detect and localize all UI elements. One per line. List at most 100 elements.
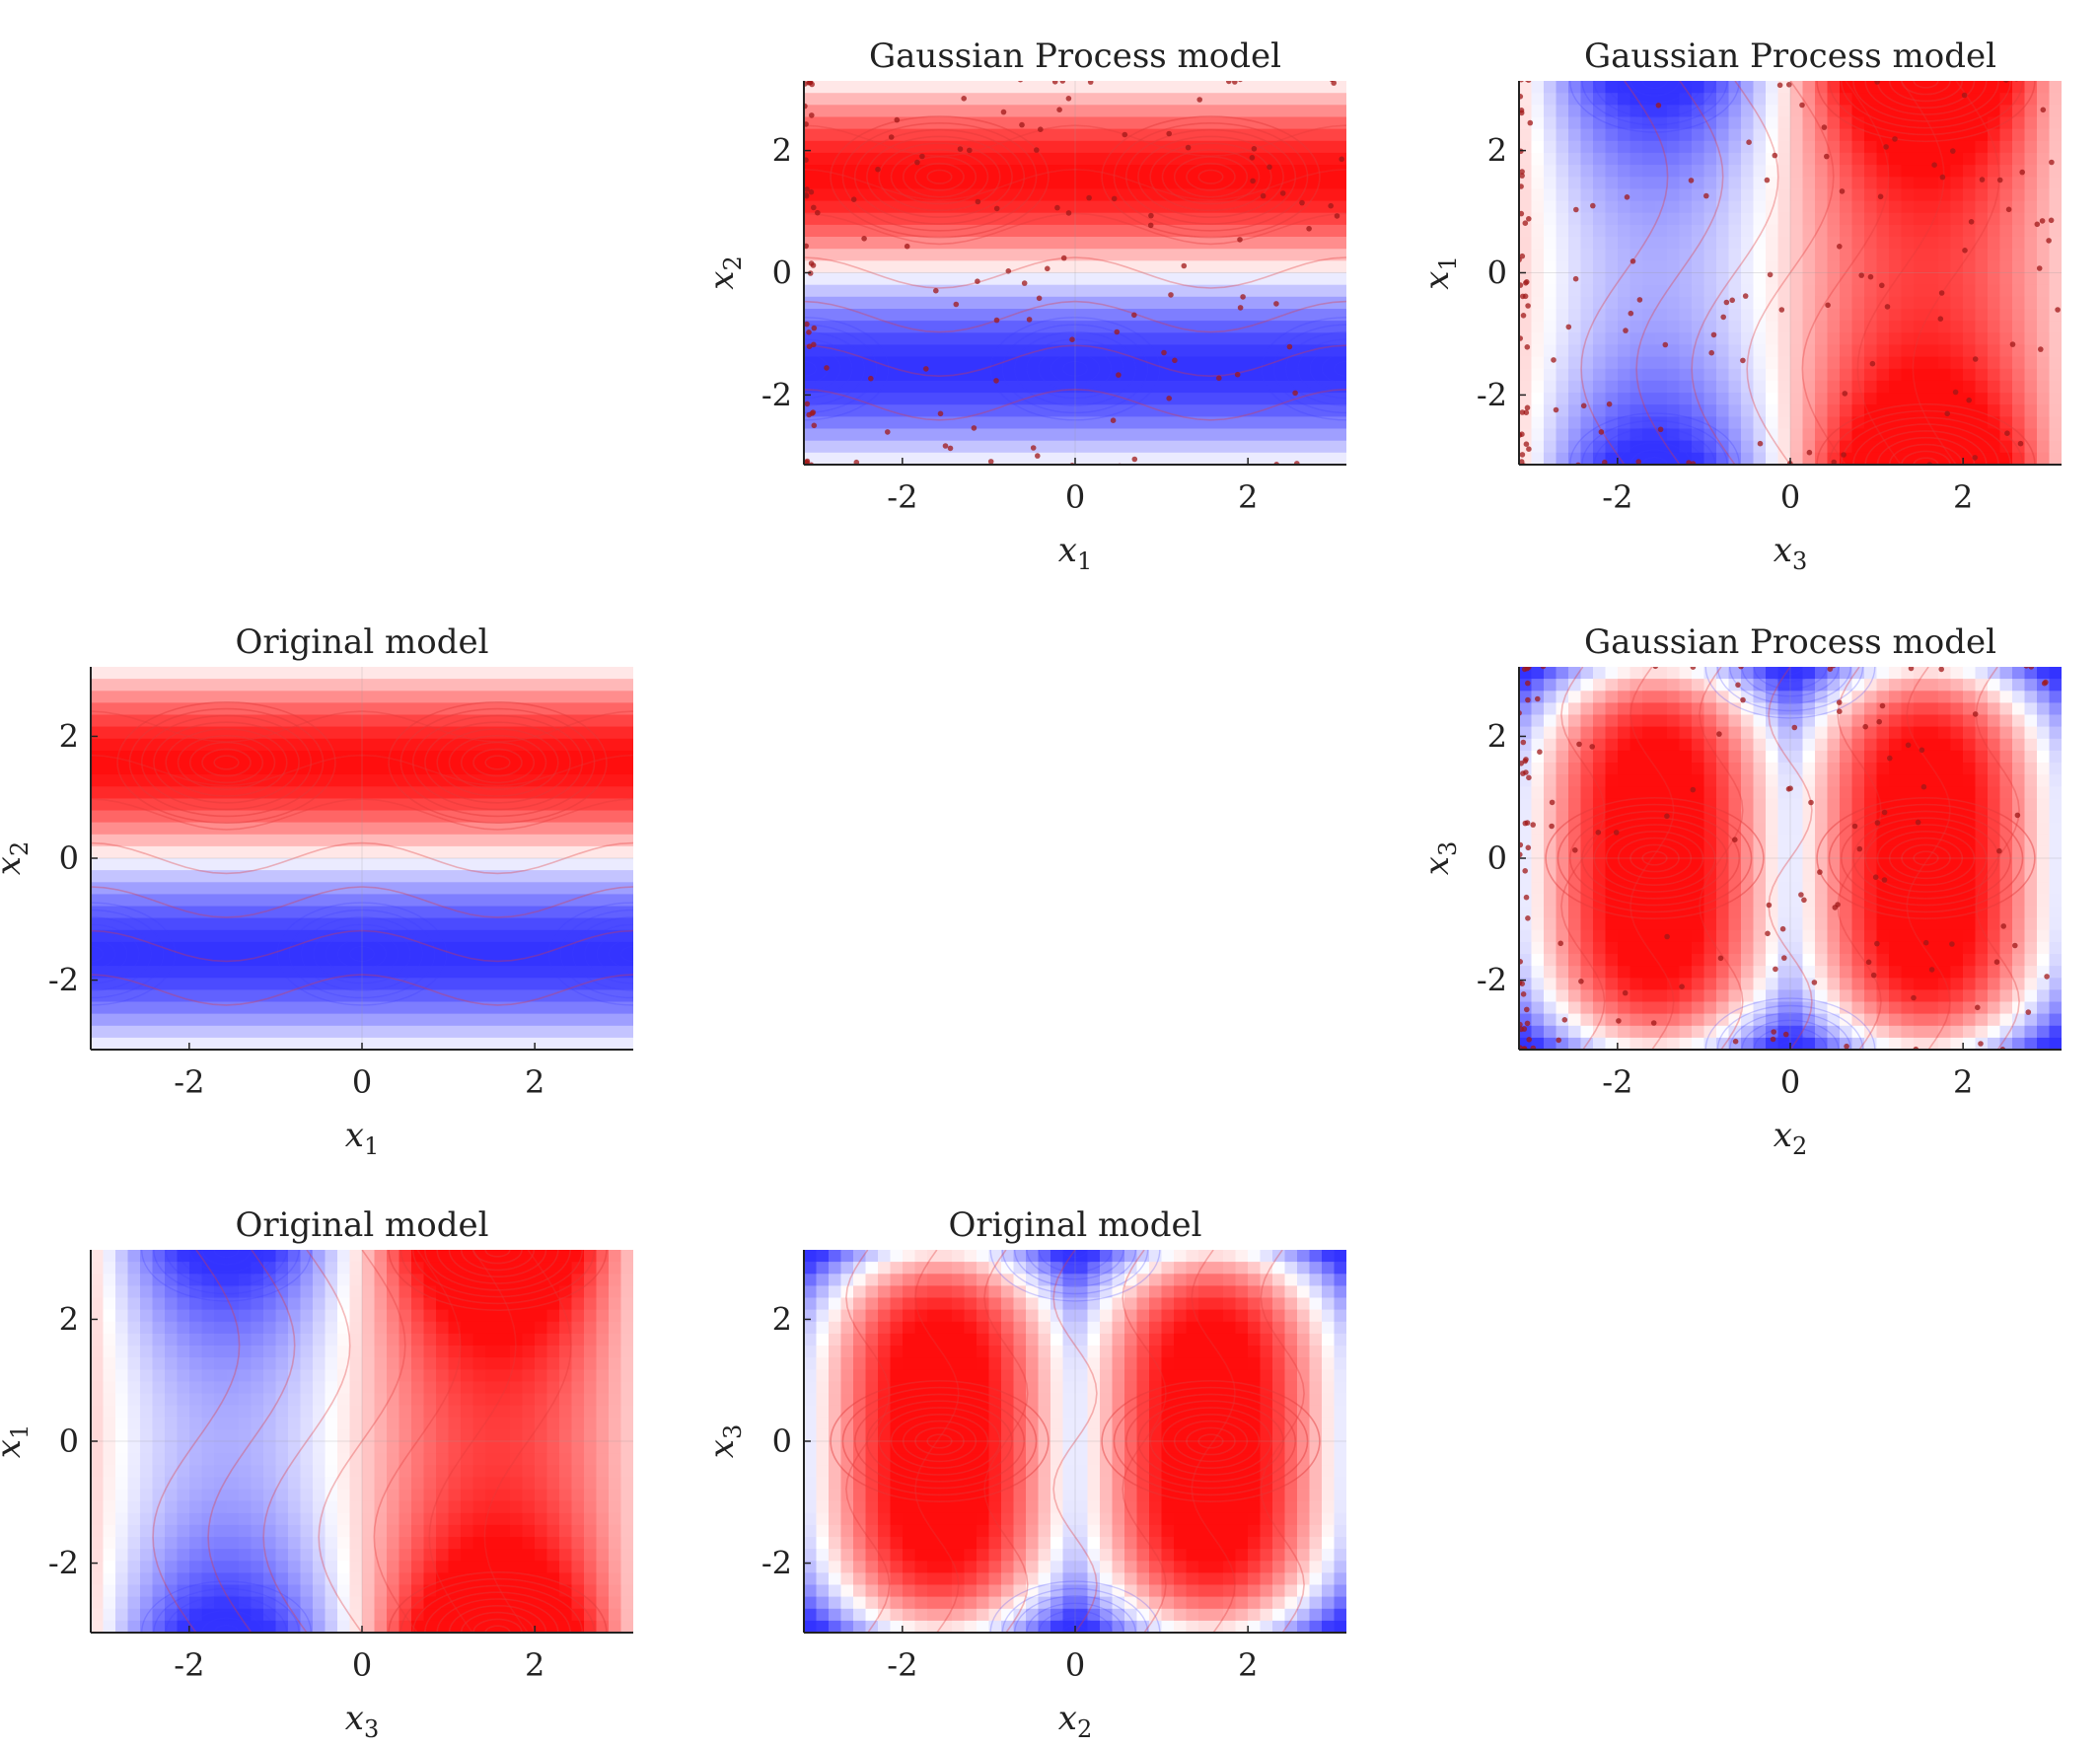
field-cell — [1741, 81, 1755, 94]
field-cell — [571, 978, 585, 991]
field-cell — [1038, 321, 1051, 334]
field-cell — [1629, 679, 1643, 692]
field-cell — [546, 989, 560, 1003]
y-tick-label: 0 — [772, 255, 792, 292]
field-cell — [239, 954, 253, 967]
field-cell — [1038, 200, 1051, 214]
field-cell — [1519, 738, 1533, 752]
field-cell — [214, 954, 228, 967]
field-cell — [1013, 309, 1027, 322]
field-cell — [1223, 249, 1237, 262]
field-cell — [1297, 128, 1311, 142]
field-cell — [115, 798, 129, 812]
field-cell — [1100, 356, 1114, 370]
field-cell — [1580, 93, 1594, 107]
field-cell — [263, 882, 277, 896]
field-cell — [387, 810, 400, 824]
field-cell — [1851, 128, 1865, 142]
field-cell — [1975, 93, 1989, 107]
y-tick-label: -2 — [761, 376, 792, 413]
field-cell — [349, 954, 363, 967]
field-cell — [263, 929, 277, 943]
field-cell — [620, 834, 633, 847]
field-cell — [1925, 296, 1939, 310]
field-cell — [1753, 332, 1767, 346]
field-cell — [1618, 870, 1631, 883]
field-cell — [1914, 200, 1927, 214]
streamline — [91, 974, 633, 1006]
field-cell — [214, 966, 228, 979]
field-cell — [214, 978, 228, 991]
field-cell — [1210, 224, 1224, 238]
field-cell — [1309, 200, 1323, 214]
field-cell — [1654, 212, 1668, 226]
field-cell — [1790, 93, 1804, 107]
field-cell — [927, 188, 941, 202]
field-cell — [914, 128, 928, 142]
field-cell — [1988, 309, 2001, 322]
field-cell — [546, 858, 560, 871]
field-cell — [878, 368, 892, 382]
field-cell — [1580, 368, 1594, 382]
field-cell — [939, 200, 953, 214]
field-cell — [165, 1037, 179, 1050]
field-cell — [914, 284, 928, 298]
field-cell — [436, 798, 450, 812]
field-cell — [1174, 224, 1188, 238]
field-cell — [288, 667, 302, 680]
field-cell — [1728, 344, 1742, 358]
field-cell — [436, 966, 450, 979]
field-cell — [103, 834, 116, 847]
field-cell — [1593, 165, 1607, 179]
field-cell — [1840, 152, 1853, 166]
field-cell — [362, 929, 376, 943]
field-cell — [939, 165, 953, 179]
field-cell — [349, 870, 363, 883]
field-cell — [349, 702, 363, 716]
field-cell — [1568, 165, 1582, 179]
field-cell — [1716, 188, 1730, 202]
field-cell — [535, 810, 548, 824]
field-cell — [1210, 200, 1224, 214]
field-cell — [890, 81, 904, 94]
field-cell — [1753, 188, 1767, 202]
field-cell — [609, 822, 622, 836]
x-axis-label-sub: 1 — [364, 1132, 379, 1160]
field-cell — [1235, 356, 1249, 370]
field-cell — [1260, 272, 1273, 286]
field-cell — [584, 906, 598, 919]
field-cell — [840, 188, 854, 202]
streamline — [91, 710, 633, 743]
field-cell — [1851, 309, 1865, 322]
field-cell — [584, 738, 598, 752]
field-cell — [1062, 393, 1076, 406]
field-cell — [1901, 237, 1915, 250]
field-cell — [115, 1037, 129, 1050]
field-cell — [1544, 750, 1557, 764]
field-cell — [1618, 272, 1631, 286]
field-cell — [263, 774, 277, 787]
field-cell — [1149, 393, 1163, 406]
field-cell — [362, 978, 376, 991]
field-cell — [1963, 296, 1977, 310]
field-cell — [325, 894, 338, 908]
field-cell — [1001, 332, 1015, 346]
field-cell — [140, 738, 154, 752]
field-cell — [1716, 177, 1730, 190]
field-cell — [571, 822, 585, 836]
field-cell — [1124, 332, 1138, 346]
field-cell — [1544, 667, 1557, 680]
field-cell — [1136, 93, 1150, 107]
field-cell — [1901, 188, 1915, 202]
field-cell — [1580, 810, 1594, 824]
field-cell — [1629, 691, 1643, 704]
field-cell — [448, 738, 462, 752]
field-cell — [1297, 284, 1311, 298]
field-cell — [436, 822, 450, 836]
field-cell — [1925, 93, 1939, 107]
field-cell — [596, 894, 610, 908]
field-cell — [411, 989, 425, 1003]
red-orbit — [902, 156, 978, 198]
field-cell — [1925, 128, 1939, 142]
field-cell — [1642, 224, 1656, 238]
